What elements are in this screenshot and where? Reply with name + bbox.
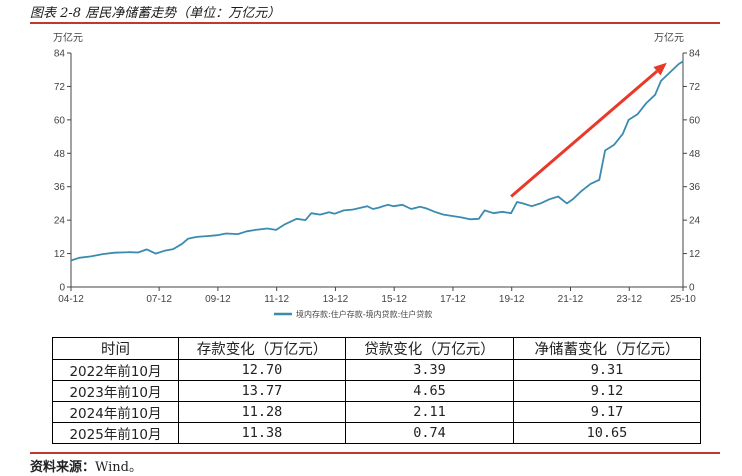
- table-cell-period: 2023年前10月: [52, 380, 179, 402]
- y-tick-label-left: 48: [54, 149, 66, 160]
- x-tick-label: 15-12: [381, 294, 407, 305]
- x-tick-label: 19-12: [499, 294, 525, 305]
- y-tick-label-left: 0: [59, 283, 65, 294]
- table-cell-loan: 4.65: [345, 380, 514, 402]
- y-tick-label-right: 72: [689, 82, 701, 93]
- y-unit-label-right: 万亿元: [654, 31, 684, 44]
- x-tick-label: 13-12: [323, 294, 349, 305]
- line-chart: 万亿元 万亿元 0 0 12 12 24 24 36 36 48 48 60 60 72 72 84 84 04-1…: [53, 31, 701, 319]
- table-row: 2024年前10月 11.28 2.11 9.17: [52, 401, 701, 423]
- legend-label: 境内存款:住户存款-境内贷款:住户贷款: [296, 309, 432, 319]
- y-tick-label-right: 24: [689, 216, 701, 227]
- y-unit-label-left: 万亿元: [53, 31, 83, 44]
- trend-arrow-shaft: [510, 70, 658, 198]
- table-cell-deposit: 13.77: [178, 380, 346, 402]
- table-cell-net-savings: 9.12: [513, 380, 701, 402]
- table-cell-period: 2025年前10月: [52, 422, 179, 444]
- y-tick-label-right: 48: [689, 149, 701, 160]
- title-divider: [30, 22, 720, 24]
- deposit-loan-table: 时间 存款变化（万亿元） 贷款变化（万亿元） 净储蓄变化（万亿元） 2022年前…: [52, 337, 701, 444]
- x-tick-label: 23-12: [616, 294, 642, 305]
- x-tick-label: 07-12: [146, 294, 172, 305]
- table-cell-deposit: 11.38: [178, 422, 346, 444]
- x-tick-label: 21-12: [558, 294, 584, 305]
- y-tick-label-left: 12: [54, 249, 66, 260]
- table-header-cell: 净储蓄变化（万亿元）: [513, 337, 701, 360]
- table-row: 2025年前10月 11.38 0.74 10.65: [52, 422, 701, 444]
- y-tick-label-right: 12: [689, 249, 701, 260]
- table-header-cell: 存款变化（万亿元）: [178, 337, 346, 360]
- x-tick-label: 11-12: [264, 294, 289, 305]
- y-tick-label-left: 24: [54, 216, 66, 227]
- table-header-cell: 时间: [52, 337, 179, 360]
- x-tick-label: 09-12: [205, 294, 231, 305]
- y-tick-label-left: 36: [54, 182, 66, 193]
- table-header-row: 时间 存款变化（万亿元） 贷款变化（万亿元） 净储蓄变化（万亿元）: [52, 337, 701, 360]
- x-tick-label: 25-10: [670, 294, 696, 305]
- source-note: 资料来源：Wind。: [30, 456, 142, 475]
- table-cell-loan: 2.11: [345, 401, 514, 423]
- y-tick-label-right: 36: [689, 182, 701, 193]
- table-header-cell: 贷款变化（万亿元）: [345, 337, 514, 360]
- table-cell-net-savings: 9.17: [513, 401, 701, 423]
- table-cell-net-savings: 10.65: [513, 422, 701, 444]
- net-savings-line: [70, 60, 684, 262]
- y-tick-label-left: 72: [54, 82, 66, 93]
- y-tick-label-right: 84: [689, 49, 701, 60]
- source-divider: [30, 452, 720, 454]
- table-row: 2022年前10月 12.70 3.39 9.31: [52, 359, 701, 381]
- table-cell-period: 2024年前10月: [52, 401, 179, 423]
- table-cell-deposit: 12.70: [178, 359, 346, 381]
- table-cell-loan: 0.74: [345, 422, 514, 444]
- y-tick-label-right: 60: [689, 115, 701, 126]
- figure-title: 图表 2-8 居民净储蓄走势（单位：万亿元）: [30, 6, 281, 21]
- table-cell-deposit: 11.28: [178, 401, 346, 423]
- source-value: Wind。: [95, 460, 143, 475]
- x-tick-label: 17-12: [440, 294, 466, 305]
- source-label: 资料来源：: [30, 460, 96, 475]
- y-tick-label-left: 60: [54, 115, 66, 126]
- trend-arrow-head: [653, 62, 667, 76]
- table-row: 2023年前10月 13.77 4.65 9.12: [52, 380, 701, 402]
- table-cell-period: 2022年前10月: [52, 359, 179, 381]
- table-cell-net-savings: 9.31: [513, 359, 701, 381]
- y-tick-label-left: 84: [54, 49, 66, 60]
- table-cell-loan: 3.39: [345, 359, 514, 381]
- x-tick-label: 04-12: [58, 294, 84, 305]
- y-tick-label-right: 0: [689, 283, 695, 294]
